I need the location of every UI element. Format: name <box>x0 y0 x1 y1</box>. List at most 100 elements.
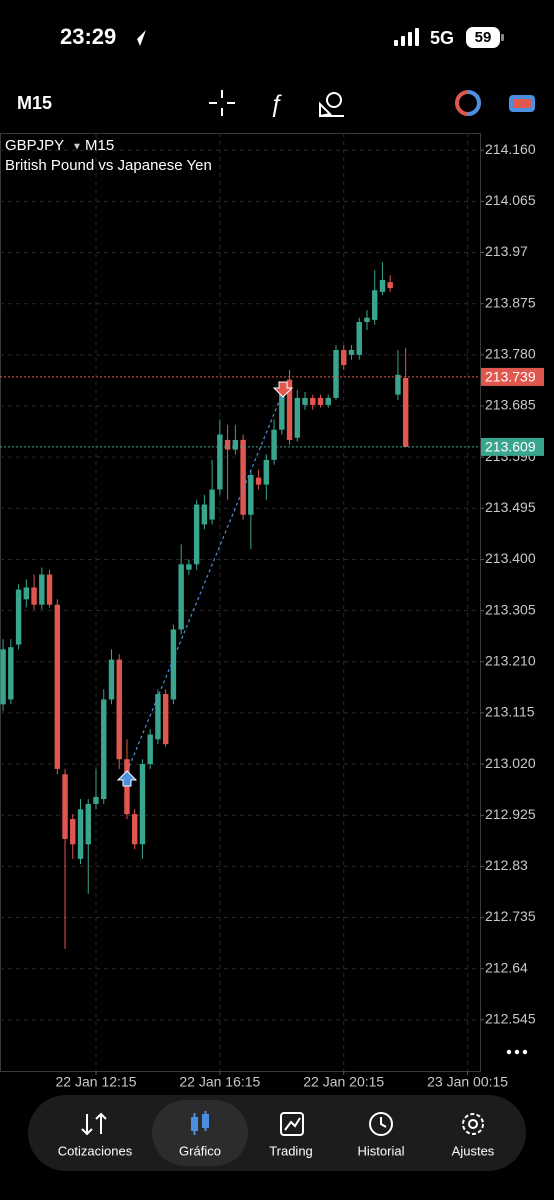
y-tick-label: 214.065 <box>485 192 536 208</box>
nav-item[interactable]: Trading <box>269 1143 313 1158</box>
sell-arrow <box>272 381 294 398</box>
settings-icon <box>462 1113 484 1135</box>
quotes-icon <box>81 1112 107 1136</box>
crosshair-button[interactable] <box>209 90 235 116</box>
battery-cap <box>501 34 504 41</box>
trading-icon <box>280 1112 304 1136</box>
y-tick-label: 213.780 <box>485 346 536 362</box>
price-tag-label: 213.609 <box>485 439 536 455</box>
candle-body <box>333 350 339 398</box>
y-tick-label: 213.685 <box>485 397 536 413</box>
candle-body <box>356 322 362 355</box>
price-tag <box>481 437 544 456</box>
candle-body <box>341 350 347 366</box>
candle-body <box>15 589 22 645</box>
candle-body <box>372 290 378 320</box>
y-tick-label: 213.115 <box>485 704 535 720</box>
indicators-button[interactable]: ƒ <box>269 90 282 117</box>
candle-body <box>255 477 262 485</box>
location-icon <box>131 30 146 46</box>
candle-body <box>240 439 246 515</box>
network-label: 5G <box>430 28 454 48</box>
candle-body <box>62 774 68 839</box>
x-tick-label: 22 Jan 20:15 <box>303 1074 384 1090</box>
candle-body <box>186 564 192 570</box>
candle-body <box>85 803 91 845</box>
candle-body <box>279 389 285 430</box>
objects-button[interactable] <box>319 92 344 118</box>
candle-body <box>108 659 115 700</box>
chart-timeframe: M15 <box>85 137 114 154</box>
battery-level: 59 <box>475 29 492 46</box>
status-time: 23:29 <box>60 24 116 49</box>
price-tag <box>481 367 544 386</box>
x-tick-label: 22 Jan 12:15 <box>56 1074 137 1090</box>
candle-body <box>101 699 107 800</box>
candle-body <box>178 564 184 630</box>
candle-body <box>46 574 53 605</box>
y-tick-label: 213.875 <box>485 294 536 310</box>
candle-body <box>201 504 208 525</box>
candle-body <box>286 379 293 440</box>
y-tick-label: 213.210 <box>485 652 536 668</box>
candle-body <box>0 649 6 705</box>
y-tick-label: 212.545 <box>485 1011 536 1027</box>
candle-body <box>263 459 270 485</box>
y-tick-label: 213.020 <box>485 755 536 771</box>
one-click-toggle[interactable] <box>509 95 535 112</box>
y-tick-label: 213.495 <box>485 499 536 515</box>
chart-frame <box>0 133 481 1072</box>
candle-body <box>116 659 122 760</box>
grid <box>0 133 484 1075</box>
more-button[interactable] <box>506 1049 528 1055</box>
timeframe-button[interactable]: M15 <box>17 93 52 113</box>
candle-body <box>23 587 30 600</box>
y-tick-label: 212.735 <box>485 908 536 924</box>
candle-body <box>217 434 223 490</box>
candle-body <box>155 694 161 740</box>
candle-body <box>232 439 239 450</box>
candle-body <box>302 397 308 405</box>
nav-item[interactable]: Ajustes <box>452 1143 495 1158</box>
trade-toggle[interactable] <box>455 90 481 116</box>
candle-body <box>93 796 99 804</box>
signal-icon <box>394 28 419 46</box>
nav-icons <box>81 1111 484 1136</box>
y-tick-label: 212.83 <box>485 857 528 873</box>
candle-body <box>224 439 231 450</box>
candle-body <box>310 397 316 405</box>
battery <box>466 27 500 48</box>
candle-body <box>317 397 324 405</box>
candle-body <box>124 759 130 815</box>
y-tick-label: 213.97 <box>485 243 528 259</box>
candle-body <box>348 350 355 355</box>
y-tick-label: 212.925 <box>485 806 536 822</box>
x-tick-label: 23 Jan 00:15 <box>427 1074 508 1090</box>
candle-body <box>77 809 84 859</box>
nav-labels: Cotizaciones Gráfico Trading Historial Ajust… <box>58 1143 495 1158</box>
y-tick-label: 214.160 <box>485 141 536 157</box>
trade-link <box>126 391 284 773</box>
candle-body <box>139 764 146 845</box>
candle-body <box>294 397 300 438</box>
candle-body <box>132 814 138 845</box>
candle-body <box>31 587 37 605</box>
symbol-dropdown[interactable]: ▼ <box>72 142 82 153</box>
candle-body <box>379 280 386 292</box>
candle-body <box>8 647 14 700</box>
nav-item[interactable]: Cotizaciones <box>58 1143 133 1158</box>
nav-item[interactable]: Historial <box>358 1143 405 1158</box>
symbol[interactable]: GBPJPY <box>5 137 64 154</box>
candles <box>0 262 480 949</box>
candle-body <box>395 374 401 395</box>
candle-body <box>248 474 254 515</box>
candle-body <box>162 694 169 745</box>
overlay <box>116 381 294 787</box>
candle-body <box>209 489 215 520</box>
candle-body <box>39 574 45 605</box>
buy-arrow <box>116 770 138 787</box>
candle-body <box>70 819 76 845</box>
symbol-description: British Pound vs Japanese Yen <box>5 157 212 174</box>
nav-item[interactable]: Gráfico <box>179 1143 221 1158</box>
